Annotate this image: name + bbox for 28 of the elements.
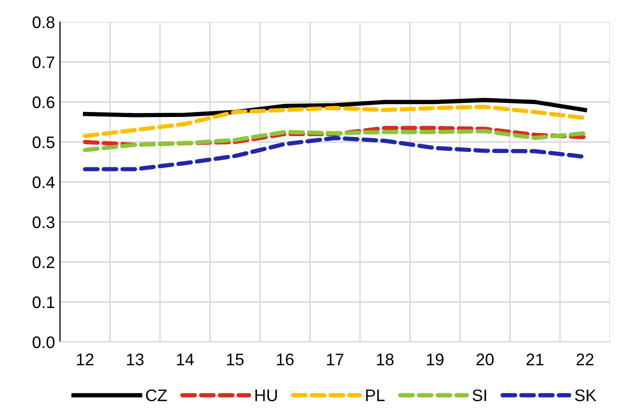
legend-label: SK: [575, 389, 596, 402]
y-tick-label: 0.5: [32, 136, 54, 148]
y-tick-label: 0.1: [32, 296, 54, 308]
legend-label: SI: [472, 389, 486, 402]
x-tick-label: 12: [77, 354, 94, 366]
y-tick-label: 0.8: [32, 16, 54, 28]
legend-label: HU: [255, 390, 277, 402]
x-tick-label: 15: [227, 354, 244, 366]
x-tick-label: 21: [526, 354, 544, 366]
x-tick-label: 18: [377, 354, 394, 366]
x-tick-label: 20: [476, 354, 494, 366]
line-series: [82, 98, 588, 118]
line-series: [82, 129, 588, 152]
x-tick-label: 13: [127, 354, 144, 366]
x-tick-label: 16: [277, 354, 294, 366]
y-tick-label: 0.6: [32, 96, 54, 108]
line-series: [82, 126, 588, 147]
y-tick-label: 0.7: [32, 56, 54, 68]
x-tick-label: 19: [427, 354, 444, 366]
x-tick-label: 14: [177, 354, 194, 366]
y-tick-label: 0.2: [32, 256, 54, 268]
y-tick-label: 0.3: [32, 216, 54, 228]
y-tick-label: 0.0: [32, 336, 54, 348]
legend-label: PL: [366, 390, 385, 402]
y-tick-label: 0.4: [32, 176, 55, 188]
x-tick-label: 17: [327, 354, 344, 366]
x-tick-label: 22: [576, 354, 594, 366]
legend-label: CZ: [146, 389, 167, 402]
